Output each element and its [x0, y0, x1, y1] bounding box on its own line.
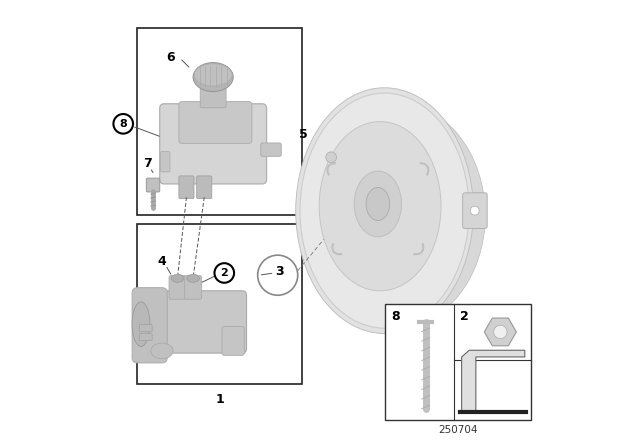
Ellipse shape — [300, 93, 469, 328]
Polygon shape — [461, 350, 525, 412]
FancyBboxPatch shape — [147, 178, 160, 192]
Text: 3: 3 — [276, 265, 284, 278]
Text: 1: 1 — [216, 393, 224, 406]
Ellipse shape — [132, 302, 150, 346]
Bar — [385, 304, 531, 420]
Circle shape — [493, 325, 507, 339]
Bar — [138, 28, 302, 215]
FancyBboxPatch shape — [260, 143, 281, 156]
Circle shape — [214, 263, 234, 283]
FancyBboxPatch shape — [196, 176, 212, 198]
Ellipse shape — [354, 171, 401, 237]
FancyBboxPatch shape — [169, 276, 186, 299]
Ellipse shape — [303, 102, 485, 329]
Text: 2: 2 — [460, 310, 469, 323]
Circle shape — [113, 114, 133, 134]
Text: 5: 5 — [299, 129, 307, 142]
FancyBboxPatch shape — [179, 176, 194, 198]
Ellipse shape — [296, 88, 474, 333]
Ellipse shape — [319, 121, 441, 291]
Text: 8: 8 — [119, 119, 127, 129]
Text: 250704: 250704 — [438, 425, 478, 435]
FancyBboxPatch shape — [144, 291, 246, 353]
FancyBboxPatch shape — [200, 86, 226, 108]
Ellipse shape — [172, 274, 184, 282]
Ellipse shape — [193, 63, 233, 91]
FancyBboxPatch shape — [179, 102, 252, 143]
FancyBboxPatch shape — [140, 325, 152, 332]
Text: 6: 6 — [166, 51, 175, 64]
FancyBboxPatch shape — [160, 104, 267, 184]
FancyBboxPatch shape — [161, 151, 170, 172]
Circle shape — [470, 206, 479, 215]
Ellipse shape — [366, 188, 390, 220]
FancyBboxPatch shape — [185, 276, 202, 299]
FancyBboxPatch shape — [463, 193, 487, 228]
Text: 2: 2 — [220, 268, 228, 278]
Bar — [138, 224, 302, 384]
FancyBboxPatch shape — [222, 327, 244, 355]
Text: 8: 8 — [392, 310, 400, 323]
FancyBboxPatch shape — [140, 333, 152, 340]
Circle shape — [326, 152, 337, 163]
Text: 4: 4 — [157, 255, 166, 268]
FancyBboxPatch shape — [132, 288, 167, 363]
Text: 7: 7 — [143, 157, 152, 170]
Ellipse shape — [151, 343, 173, 359]
Ellipse shape — [187, 274, 199, 282]
Ellipse shape — [194, 64, 232, 86]
